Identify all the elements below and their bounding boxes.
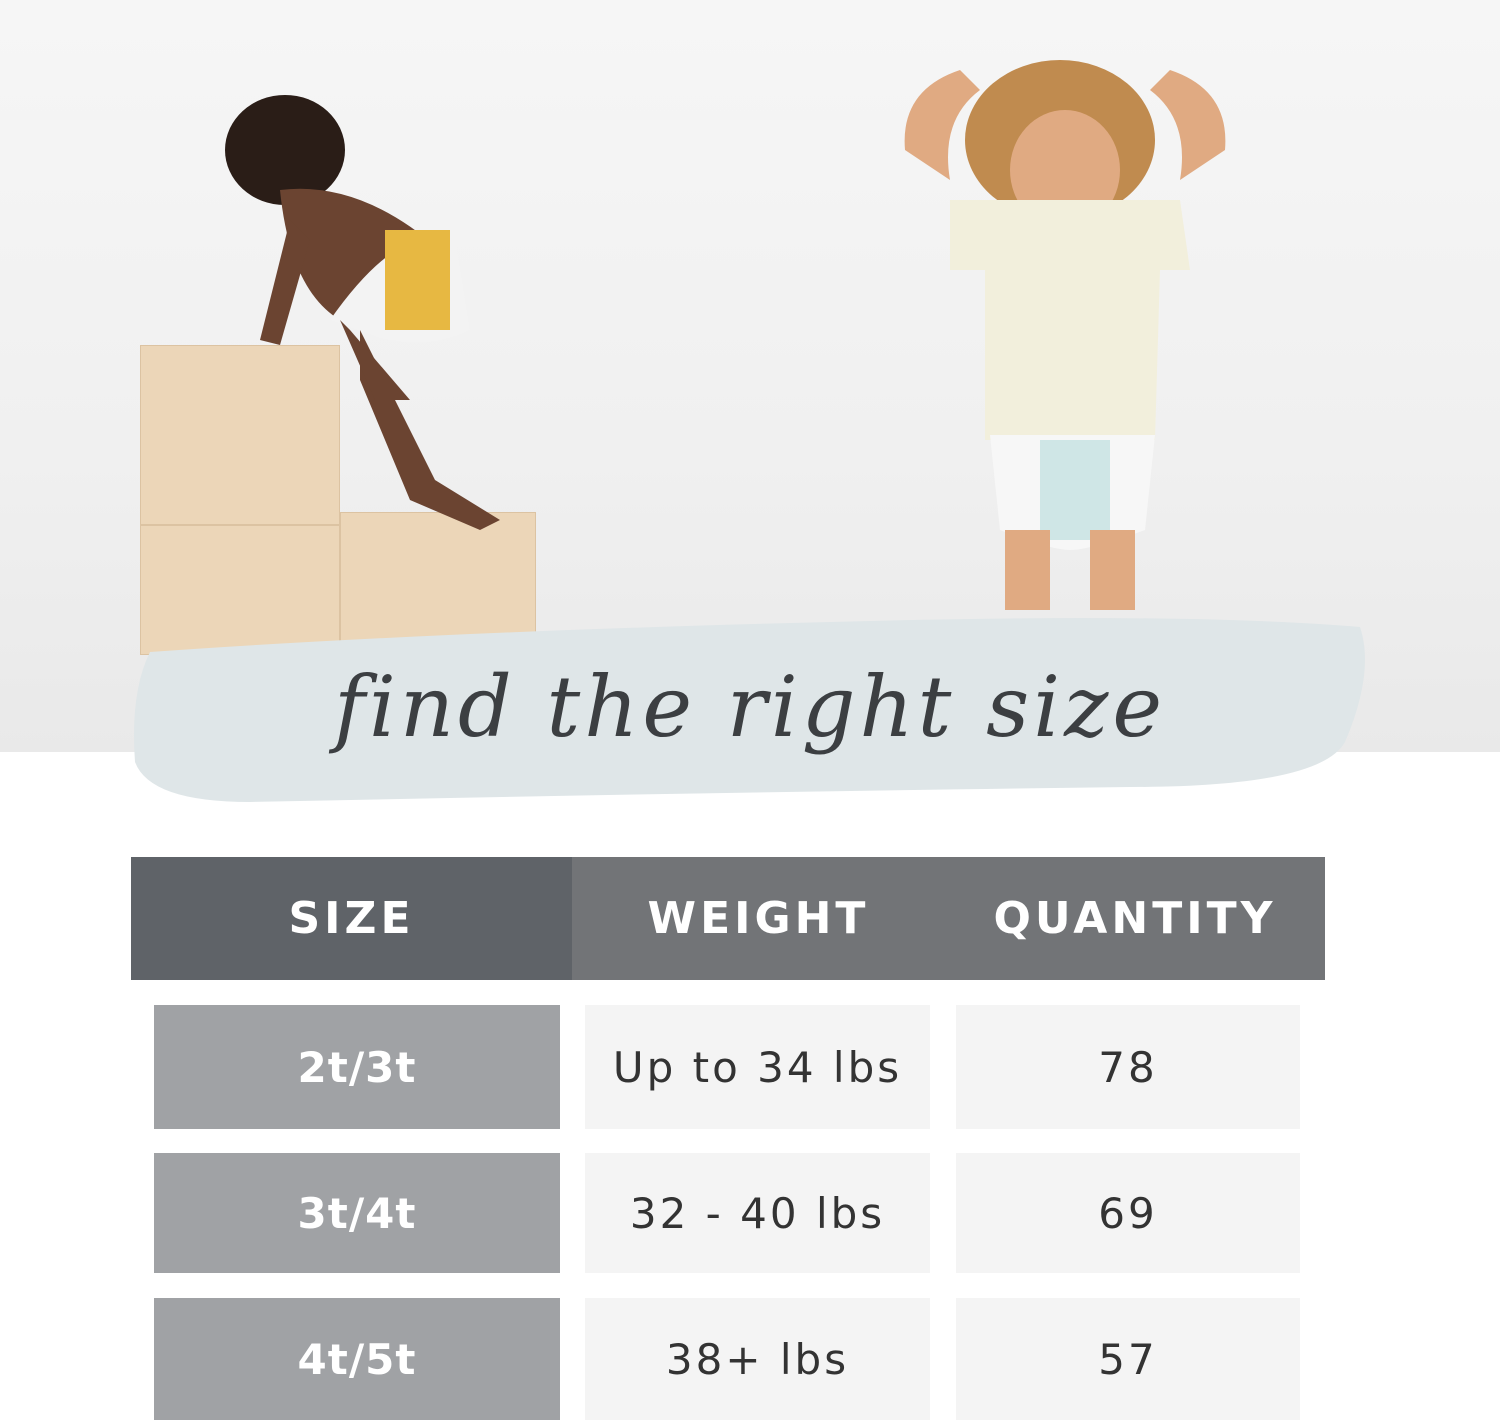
child-climbing [225, 95, 500, 530]
tagline: find the right size [333, 658, 1167, 756]
header-weight: WEIGHT [572, 857, 945, 980]
box-bottom-right [340, 512, 536, 652]
box-top [140, 345, 340, 525]
header-size: SIZE [131, 857, 572, 980]
row-1-size: 2t/3t [154, 1005, 560, 1129]
header-quantity: QUANTITY [945, 857, 1325, 980]
row-3-size: 4t/5t [154, 1298, 560, 1420]
row-2-size: 3t/4t [154, 1153, 560, 1273]
brush-stroke [134, 618, 1365, 802]
row-2-quantity: 69 [956, 1153, 1300, 1273]
row-2-weight: 32 - 40 lbs [585, 1153, 930, 1273]
child-standing [904, 60, 1226, 610]
row-1-weight: Up to 34 lbs [585, 1005, 930, 1129]
row-3-weight: 38+ lbs [585, 1298, 930, 1420]
row-1-quantity: 78 [956, 1005, 1300, 1129]
row-3-quantity: 57 [956, 1298, 1300, 1420]
